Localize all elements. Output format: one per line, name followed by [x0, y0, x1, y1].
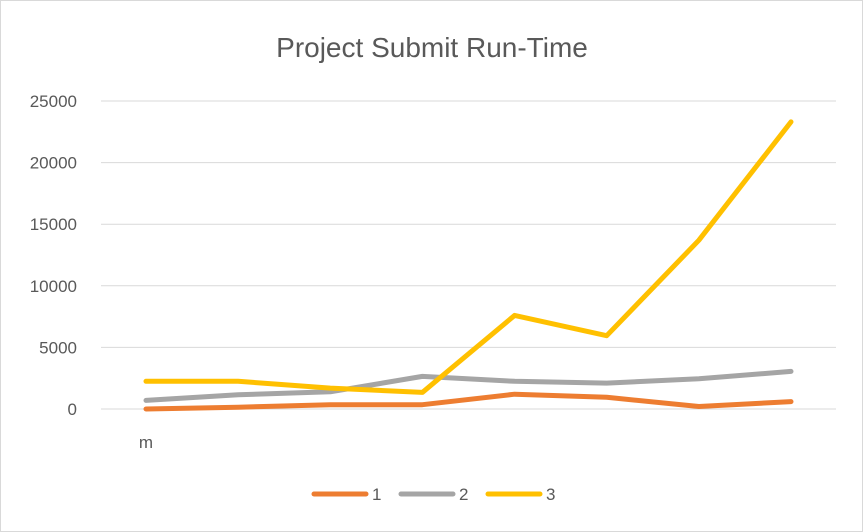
legend-label-2: 2: [459, 485, 468, 504]
y-axis-ticks: 0 5000 10000 15000 20000 25000: [30, 92, 77, 419]
series-line-1: [143, 391, 794, 412]
chart-title: Project Submit Run-Time: [276, 32, 588, 63]
y-tick-label: 20000: [30, 154, 77, 173]
legend: 1 2 3: [311, 485, 555, 504]
series-lines: [143, 119, 794, 412]
y-tick-label: 5000: [39, 338, 77, 357]
y-tick-label: 10000: [30, 277, 77, 296]
y-tick-label: 0: [68, 400, 77, 419]
legend-label-1: 1: [372, 485, 381, 504]
y-tick-label: 25000: [30, 92, 77, 111]
series-line-3: [143, 119, 794, 395]
y-tick-label: 15000: [30, 215, 77, 234]
x-tick-label: m: [139, 433, 153, 452]
gridlines: [101, 100, 836, 410]
legend-label-3: 3: [546, 485, 555, 504]
series-line-2: [143, 368, 794, 403]
